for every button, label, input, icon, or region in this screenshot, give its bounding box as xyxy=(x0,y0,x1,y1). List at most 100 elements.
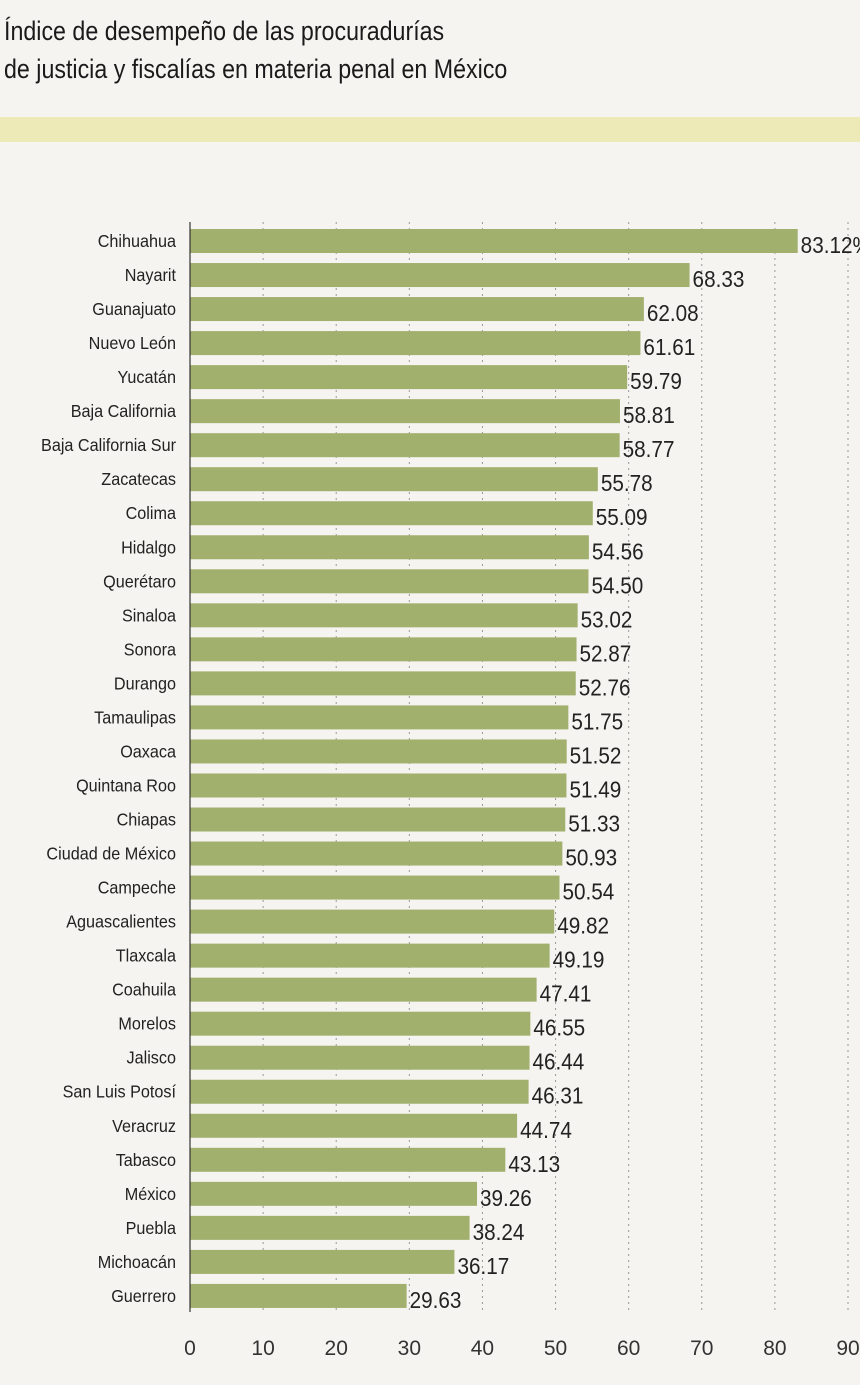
category-label: Quintana Roo xyxy=(76,776,176,796)
category-label: Durango xyxy=(114,674,176,694)
bar-tlaxcala xyxy=(190,943,550,968)
value-label: 53.02 xyxy=(581,606,633,632)
value-label: 46.44 xyxy=(533,1049,585,1075)
x-tick-label: 70 xyxy=(690,1337,713,1360)
bar-quintana-roo xyxy=(190,773,567,798)
category-label: Nayarit xyxy=(125,265,177,285)
category-label: San Luis Potosí xyxy=(63,1082,177,1102)
category-label: Tamaulipas xyxy=(94,708,176,728)
bar-nuevo-león xyxy=(190,331,641,356)
value-label: 50.54 xyxy=(563,879,615,905)
category-label: Guanajuato xyxy=(92,299,176,319)
bar-durango xyxy=(190,671,576,696)
value-label: 51.33 xyxy=(568,810,620,836)
bar-ciudad-de-méxico xyxy=(190,841,563,866)
value-label: 61.61 xyxy=(643,334,695,360)
value-label: 49.82 xyxy=(557,913,609,939)
category-label: Oaxaca xyxy=(120,742,176,762)
chart-title: Índice de desempeño de las procuradurías… xyxy=(4,12,778,88)
bar-baja-california-sur xyxy=(190,433,620,458)
bar-tamaulipas xyxy=(190,705,569,730)
bar-veracruz xyxy=(190,1113,518,1138)
category-label: Guerrero xyxy=(111,1286,176,1306)
value-label: 83.12% xyxy=(801,232,860,258)
decorative-band xyxy=(0,117,860,142)
x-tick-label: 80 xyxy=(763,1337,786,1360)
title-line-1: Índice de desempeño de las procuradurías xyxy=(4,16,445,46)
category-label: Ciudad de México xyxy=(46,844,176,864)
bar-guanajuato xyxy=(190,297,644,322)
bar-baja-california xyxy=(190,399,620,424)
bar-nayarit xyxy=(190,263,690,288)
category-label: Tabasco xyxy=(116,1150,176,1170)
value-label: 58.81 xyxy=(623,402,675,428)
value-label: 39.26 xyxy=(480,1185,532,1211)
x-tick-label: 10 xyxy=(251,1337,274,1360)
value-label: 51.49 xyxy=(569,776,621,802)
category-label: Querétaro xyxy=(103,572,176,592)
category-label: Colima xyxy=(126,503,177,523)
category-label: Chiapas xyxy=(117,810,176,830)
value-label: 54.56 xyxy=(592,538,644,564)
value-label: 44.74 xyxy=(520,1117,572,1143)
x-tick-label: 30 xyxy=(398,1337,421,1360)
category-label: Veracruz xyxy=(112,1116,176,1136)
value-label: 52.76 xyxy=(579,674,631,700)
bar-méxico xyxy=(190,1181,478,1206)
bar-yucatán xyxy=(190,365,628,390)
bar-guerrero xyxy=(190,1283,407,1308)
value-label: 52.87 xyxy=(580,640,632,666)
category-label: Aguascalientes xyxy=(66,912,176,932)
bar-zacatecas xyxy=(190,467,598,492)
category-label: Sonora xyxy=(124,640,177,660)
category-label: Hidalgo xyxy=(121,538,176,558)
bar-sonora xyxy=(190,637,577,662)
x-tick-label: 0 xyxy=(184,1337,196,1360)
bar-michoacán xyxy=(190,1249,455,1274)
bar-chihuahua xyxy=(190,229,798,253)
category-label: Yucatán xyxy=(117,367,176,387)
value-label: 46.55 xyxy=(533,1015,585,1041)
bar-aguascalientes xyxy=(190,909,555,934)
category-label: Puebla xyxy=(126,1218,177,1238)
value-label: 47.41 xyxy=(540,981,592,1007)
x-tick-label: 90 xyxy=(836,1337,859,1360)
value-label: 36.17 xyxy=(457,1253,509,1279)
category-label: Michoacán xyxy=(98,1252,176,1272)
value-label: 55.09 xyxy=(596,504,648,530)
category-label: Sinaloa xyxy=(122,606,176,626)
value-label: 68.33 xyxy=(693,266,745,292)
value-label: 62.08 xyxy=(647,300,699,326)
x-tick-label: 20 xyxy=(325,1337,348,1360)
x-tick-label: 40 xyxy=(471,1337,494,1360)
value-label: 38.24 xyxy=(473,1219,525,1245)
bar-coahuila xyxy=(190,977,537,1002)
bar-hidalgo xyxy=(190,535,589,560)
bar-colima xyxy=(190,501,593,526)
bar-chiapas xyxy=(190,807,566,832)
value-label: 54.50 xyxy=(591,572,643,598)
category-label: Baja California xyxy=(71,401,177,421)
category-label: México xyxy=(125,1184,176,1204)
category-label: Morelos xyxy=(118,1014,176,1034)
category-label: Tlaxcala xyxy=(116,946,177,966)
bar-campeche xyxy=(190,875,560,900)
value-label: 51.75 xyxy=(571,708,623,734)
bar-san-luis-potosí xyxy=(190,1079,529,1104)
category-label: Campeche xyxy=(98,878,176,898)
value-label: 51.52 xyxy=(570,742,622,768)
bar-puebla xyxy=(190,1215,470,1240)
value-label: 43.13 xyxy=(508,1151,560,1177)
title-line-2: de justicia y fiscalías en materia penal… xyxy=(4,54,508,84)
value-label: 58.77 xyxy=(623,436,675,462)
bar-querétaro xyxy=(190,569,589,594)
category-label: Baja California Sur xyxy=(41,435,176,455)
value-label: 29.63 xyxy=(410,1287,462,1313)
category-label: Jalisco xyxy=(127,1048,176,1068)
value-label: 46.31 xyxy=(532,1083,584,1109)
value-label: 55.78 xyxy=(601,470,653,496)
category-label: Chihuahua xyxy=(98,231,177,251)
bar-sinaloa xyxy=(190,603,578,628)
value-label: 49.19 xyxy=(553,947,605,973)
